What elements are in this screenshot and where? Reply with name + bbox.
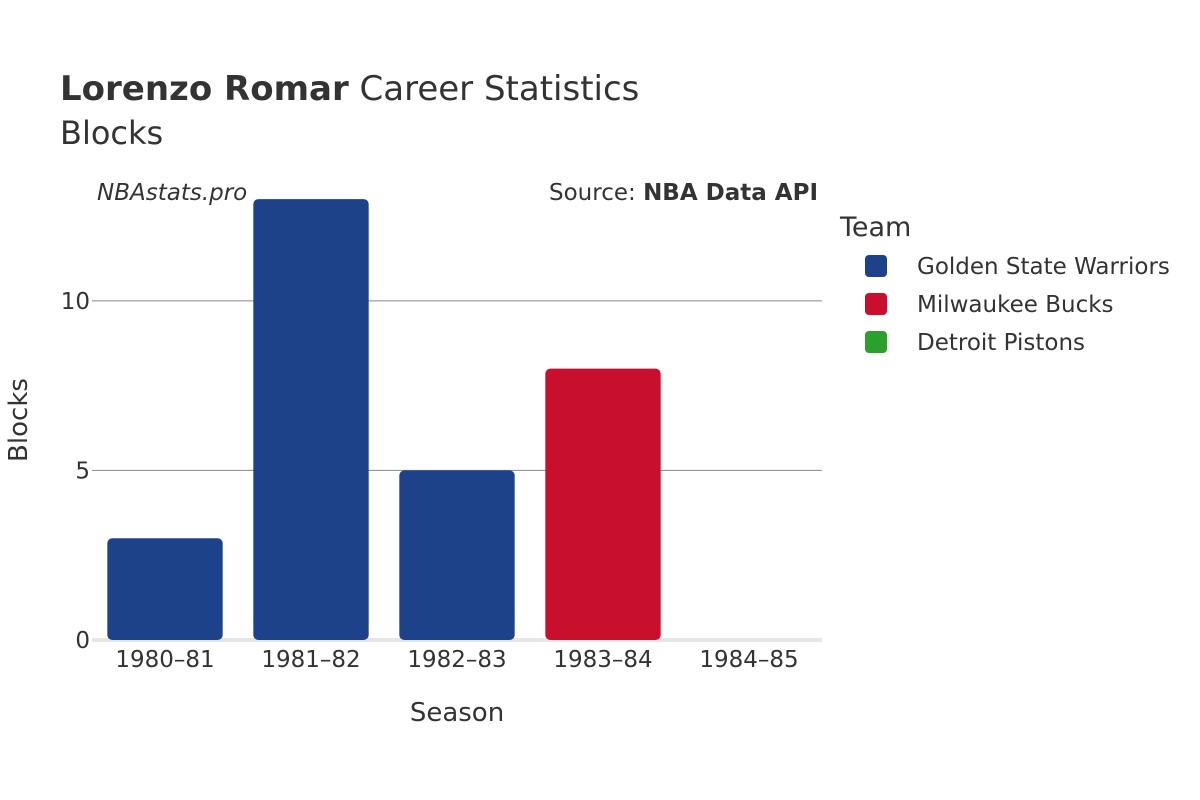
legend-item[interactable]: Golden State Warriors — [865, 254, 1170, 280]
y-tick-labels: 0 5 10 — [61, 289, 90, 654]
legend-swatch — [865, 255, 887, 277]
x-tick-label: 1982–83 — [407, 647, 506, 673]
legend-swatch — [865, 331, 887, 353]
chart-title-rest: Career Statistics — [349, 69, 640, 109]
source-prefix: Source: — [549, 180, 643, 206]
legend-label: Milwaukee Bucks — [917, 292, 1114, 318]
legend-label: Golden State Warriors — [917, 254, 1170, 280]
legend-item[interactable]: Detroit Pistons — [865, 330, 1085, 356]
bar-1983–84[interactable] — [545, 368, 661, 640]
chart-title: Lorenzo Romar Career Statistics — [60, 69, 639, 109]
x-tick-labels: 1980–81 1981–82 1982–83 1983–84 1984–85 — [115, 647, 798, 673]
legend: Golden State Warriors Milwaukee Bucks Detr… — [865, 254, 1170, 356]
legend-swatch — [865, 293, 887, 315]
x-axis-title: Season — [410, 698, 504, 728]
legend-label: Detroit Pistons — [917, 330, 1085, 356]
bar-1980–81[interactable] — [107, 538, 223, 640]
y-tick-label: 0 — [75, 628, 90, 654]
legend-item[interactable]: Milwaukee Bucks — [865, 292, 1114, 318]
source-name: NBA Data API — [643, 180, 818, 206]
x-tick-label: 1983–84 — [553, 647, 652, 673]
y-tick-label: 10 — [61, 289, 90, 315]
x-tick-label: 1981–82 — [261, 647, 360, 673]
x-tick-label: 1980–81 — [115, 647, 214, 673]
watermark: NBAstats.pro — [97, 180, 247, 206]
source-text: Source: NBA Data API — [549, 180, 818, 206]
bar-1982–83[interactable] — [399, 470, 515, 640]
chart-title-bold: Lorenzo Romar — [60, 69, 349, 109]
chart-subtitle: Blocks — [60, 114, 163, 152]
y-tick-label: 5 — [75, 458, 90, 484]
bar-1981–82[interactable] — [253, 199, 369, 640]
y-axis-title: Blocks — [4, 378, 34, 462]
x-tick-label: 1984–85 — [699, 647, 798, 673]
bars-layer — [107, 199, 661, 640]
legend-title: Team — [839, 212, 911, 243]
